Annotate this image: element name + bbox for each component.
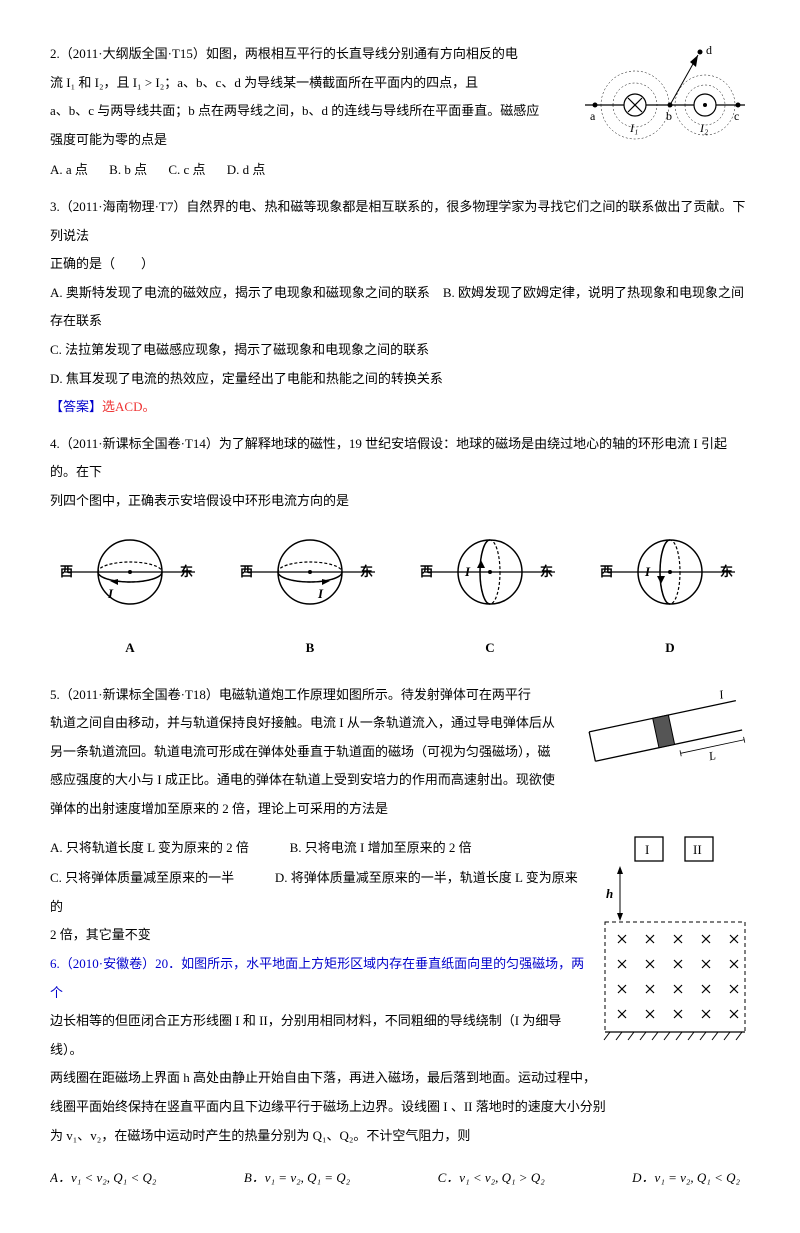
question-3: 3.（2011·海南物理·T7）自然界的电、热和磁等现象都是相互联系的，很多物理… <box>50 193 750 422</box>
q6-options: A．v₁ < v₂, Q₁ < Q₂ B．v₁ = v₂, Q₁ = Q₂ C．… <box>50 1164 750 1193</box>
q2-figure: I₁ I₂ a b c d <box>580 40 750 151</box>
q5-figure: I L <box>580 681 750 787</box>
q3-line1: 3.（2011·海南物理·T7）自然界的电、热和磁等现象都是相互联系的，很多物理… <box>50 193 750 250</box>
q6-optD: D．v₁ = v₂, Q₁ < Q₂ <box>632 1164 740 1193</box>
svg-text:L: L <box>706 748 717 763</box>
svg-text:西: 西 <box>240 564 253 579</box>
q2-optA: A. a 点 <box>50 162 88 177</box>
q3-optA: A. 奥斯特发现了电流的磁效应，揭示了电现象和磁现象之间的联系 B. 欧姆发现了… <box>50 279 750 336</box>
svg-text:I: I <box>317 586 324 601</box>
q3-line2: 正确的是（ ） <box>50 250 750 279</box>
q6-figure: I II h <box>600 832 750 1063</box>
q5-q6-block: I II h <box>50 832 750 1193</box>
q2-optC: C. c 点 <box>168 162 205 177</box>
question-5: I L 5.（2011·新课标全国卷·T18）电磁轨道炮工作原理如图所示。待发射… <box>50 681 750 824</box>
q6-line3: 两线圈在距磁场上界面 h 高处由静止开始自由下落，再进入磁场，最后落到地面。运动… <box>50 1064 750 1093</box>
question-4: 4.（2011·新课标全国卷·T14）为了解释地球的磁性，19 世纪安培假设：地… <box>50 430 750 663</box>
q3-answer: 【答案】选ACD。 <box>50 393 750 422</box>
label-a: a <box>590 109 596 123</box>
q6-optC: C．v₁ < v₂, Q₁ > Q₂ <box>438 1164 545 1193</box>
svg-text:h: h <box>606 886 613 901</box>
q2-optD: D. d 点 <box>227 162 266 177</box>
label-b: b <box>666 109 672 123</box>
svg-text:东: 东 <box>540 564 553 579</box>
question-2: I₁ I₂ a b c d 2.（2011·大纲版全国·T15）如图，两根相互平… <box>50 40 750 185</box>
label-d: d <box>706 43 712 57</box>
q3-optD: D. 焦耳发现了电流的热效应，定量经出了电能和热能之间的转换关系 <box>50 365 750 394</box>
q5-optA: A. 只将轨道长度 L 变为原来的 2 倍 <box>50 840 249 855</box>
svg-text:I: I <box>717 687 726 702</box>
q5-optC: C. 只将弹体质量减至原来的一半 <box>50 870 234 885</box>
label-I1: I₁ <box>629 121 638 135</box>
q4-line2: 列四个图中，正确表示安培假设中环形电流方向的是 <box>50 487 750 516</box>
svg-text:西: 西 <box>60 564 73 579</box>
svg-text:东: 东 <box>180 564 193 579</box>
svg-text:II: II <box>693 842 702 857</box>
q4-diag-C: 西 东 I C <box>420 530 560 663</box>
q4-diag-D: 西 东 I D <box>600 530 740 663</box>
q4-diagrams: 西 东 I A 西 东 I B <box>50 530 750 663</box>
svg-text:东: 东 <box>360 564 373 579</box>
label-c: c <box>734 109 739 123</box>
svg-text:西: 西 <box>420 564 433 579</box>
q6-optB: B．v₁ = v₂, Q₁ = Q₂ <box>244 1164 350 1193</box>
q3-optC: C. 法拉第发现了电磁感应现象，揭示了磁现象和电现象之间的联系 <box>50 336 750 365</box>
q6-line4: 线圈平面始终保持在竖直平面内且下边缘平行于磁场上边界。设线圈 I 、II 落地时… <box>50 1093 750 1122</box>
svg-text:I: I <box>107 586 114 601</box>
svg-text:东: 东 <box>720 564 733 579</box>
q2-optB: B. b 点 <box>109 162 147 177</box>
svg-text:I: I <box>644 564 651 579</box>
svg-text:I: I <box>464 564 471 579</box>
q4-line1: 4.（2011·新课标全国卷·T14）为了解释地球的磁性，19 世纪安培假设：地… <box>50 430 750 487</box>
svg-text:西: 西 <box>600 564 613 579</box>
label-I2: I₂ <box>699 121 708 135</box>
q4-diag-B: 西 东 I B <box>240 530 380 663</box>
svg-text:I: I <box>645 842 649 857</box>
q6-optA: A．v₁ < v₂, Q₁ < Q₂ <box>50 1164 156 1193</box>
q4-diag-A: 西 东 I A <box>60 530 200 663</box>
q5-optB: B. 只将电流 I 增加至原来的 2 倍 <box>290 840 472 855</box>
q2-options: A. a 点 B. b 点 C. c 点 D. d 点 <box>50 156 750 185</box>
q5-line5: 弹体的出射速度增加至原来的 2 倍，理论上可采用的方法是 <box>50 795 750 824</box>
q6-line5: 为 v₁、v₂，在磁场中运动时产生的热量分别为 Q₁、Q₂。不计空气阻力，则 <box>50 1122 750 1151</box>
